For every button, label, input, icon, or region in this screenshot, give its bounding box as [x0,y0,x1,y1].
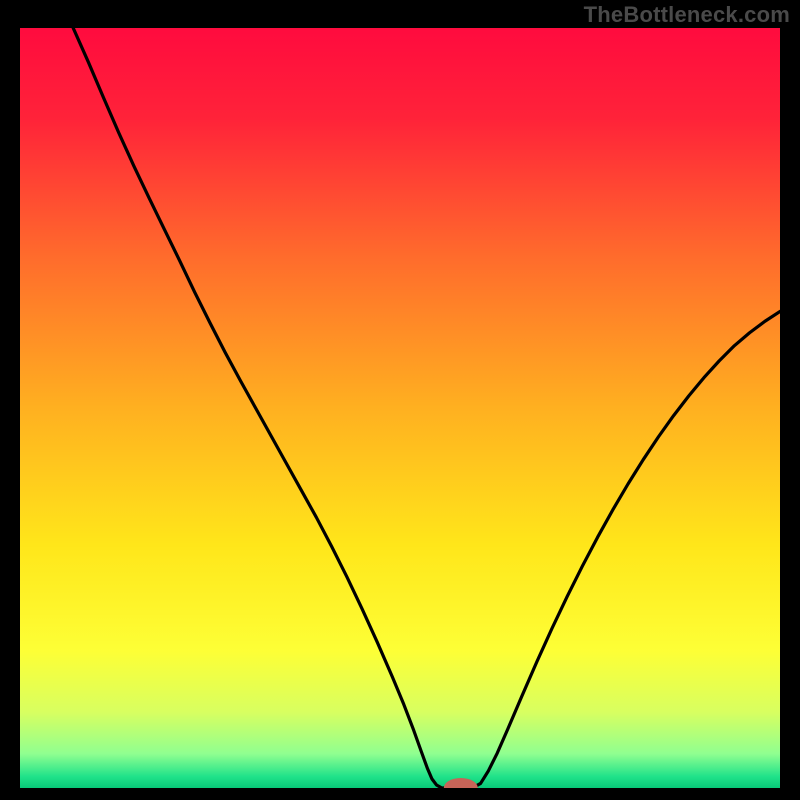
chart-background [20,28,780,788]
watermark-text: TheBottleneck.com [584,2,790,28]
chart-plot-area [20,28,780,788]
chart-svg [20,28,780,788]
